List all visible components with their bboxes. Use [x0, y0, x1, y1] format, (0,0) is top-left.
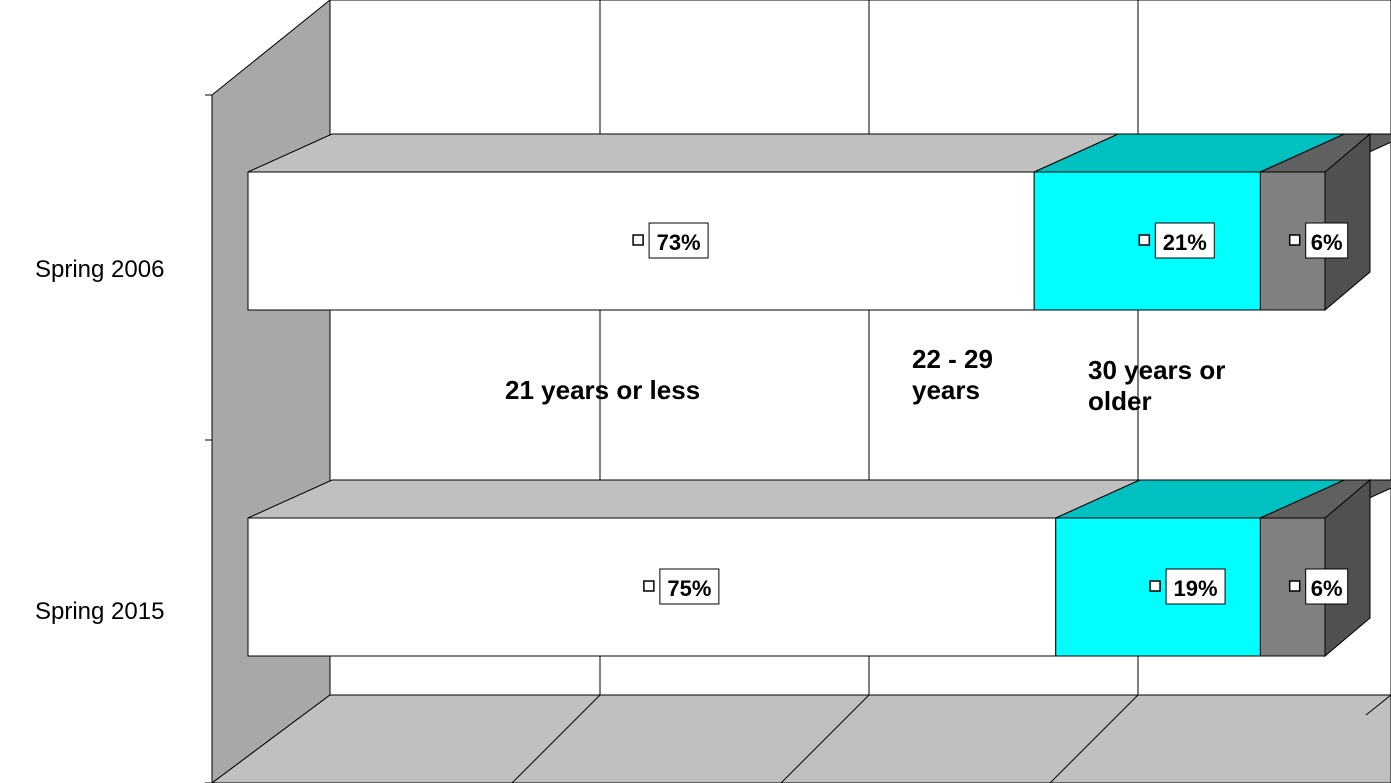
data-label-spring-2006-s2: 6% — [1288, 222, 1349, 259]
data-label-spring-2015-s0: 75% — [643, 568, 720, 605]
category-label-spring-2006: Spring 2006 — [35, 256, 165, 283]
legend-key-icon — [643, 580, 655, 592]
bar-top-spring-2015-s0 — [247, 479, 1140, 519]
legend-key-icon — [1288, 234, 1301, 246]
category-label-spring-2015: Spring 2015 — [35, 598, 165, 625]
data-label-spring-2015-s1: 19% — [1149, 568, 1226, 605]
data-label-box — [1305, 222, 1349, 259]
data-label-spring-2006-s0: 73% — [632, 222, 709, 259]
floor-gridline — [1365, 694, 1391, 716]
series-label-21-years-or-less: 21 years or less — [505, 375, 701, 405]
floor-gridline — [1049, 694, 1139, 783]
legend-key-icon — [1138, 234, 1151, 246]
floor-gridline — [511, 694, 601, 783]
series-label-30-years-or-older: 30 years or older — [1088, 355, 1226, 416]
legend-key-icon — [1288, 580, 1301, 592]
data-label-text: 19% — [1174, 576, 1218, 601]
floor-gridline — [780, 694, 870, 783]
data-label-box — [648, 222, 709, 259]
legend-key-icon — [1149, 580, 1161, 592]
data-label-spring-2006-s1: 21% — [1138, 222, 1215, 259]
data-label-box — [1305, 568, 1349, 605]
data-label-box — [1165, 568, 1226, 605]
series-label-22-29-years: 22 - 29 years — [912, 344, 993, 405]
data-label-text: 73% — [657, 230, 701, 255]
data-label-box — [659, 568, 720, 605]
side-wall — [211, 0, 331, 783]
data-label-text: 6% — [1311, 230, 1343, 255]
data-label-text: 21% — [1163, 230, 1207, 255]
bar-side-spring-2015 — [1324, 478, 1371, 658]
chart-bars — [247, 132, 1391, 658]
floor — [211, 694, 1391, 783]
legend-key-icon — [632, 234, 644, 246]
data-label-box — [1154, 222, 1215, 259]
data-labels: 73% 21% 6% 75% 19% 6% — [632, 222, 1349, 605]
bar-side-spring-2006 — [1324, 132, 1371, 312]
data-label-text: 75% — [667, 576, 711, 601]
bar-top-spring-2006-s0 — [247, 133, 1119, 173]
bar-spring-2015-s0 — [247, 517, 1057, 657]
data-label-spring-2015-s2: 6% — [1288, 568, 1349, 605]
data-label-text: 6% — [1311, 576, 1343, 601]
